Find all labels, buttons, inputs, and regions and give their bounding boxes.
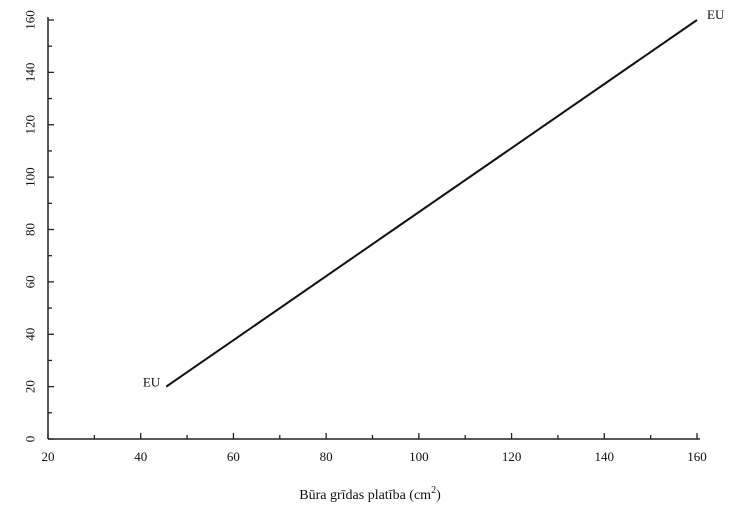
y-tick-label: 40: [23, 328, 38, 341]
x-tick-label: 160: [687, 449, 707, 464]
x-tick-label: 100: [409, 449, 429, 464]
x-tick-label: 120: [502, 449, 522, 464]
y-tick-label: 80: [23, 223, 38, 236]
x-axis-label-superscript: 2: [431, 485, 436, 496]
line-endpoint-label: EU: [707, 7, 725, 22]
x-axis-label: Būra grīdas platība (cm2): [299, 485, 441, 503]
series-layer: [165, 19, 698, 388]
y-tick-label: 160: [23, 10, 38, 30]
x-ticks: 20 40 60 80 100 120 140 160: [42, 433, 707, 464]
y-tick-label: 100: [23, 167, 38, 187]
x-tick-label: 140: [595, 449, 615, 464]
y-ticks: 0 20 40 60 80 100 120 140 160: [23, 10, 54, 443]
x-axis-label-text: Būra grīdas platība (cm: [299, 488, 431, 503]
x-tick-label: 80: [320, 449, 333, 464]
x-tick-label: 40: [134, 449, 147, 464]
line-endpoint-label: EU: [143, 375, 161, 390]
series-line: [165, 19, 698, 388]
y-tick-label: 0: [23, 436, 38, 443]
y-tick-label: 60: [23, 275, 38, 288]
y-tick-label: 20: [23, 380, 38, 393]
x-tick-label: 20: [42, 449, 55, 464]
x-tick-label: 60: [227, 449, 240, 464]
x-axis-label-end: ): [436, 488, 441, 503]
y-tick-label: 140: [23, 63, 38, 83]
annotation-layer: EU EU: [143, 7, 725, 390]
y-tick-label: 120: [23, 115, 38, 135]
